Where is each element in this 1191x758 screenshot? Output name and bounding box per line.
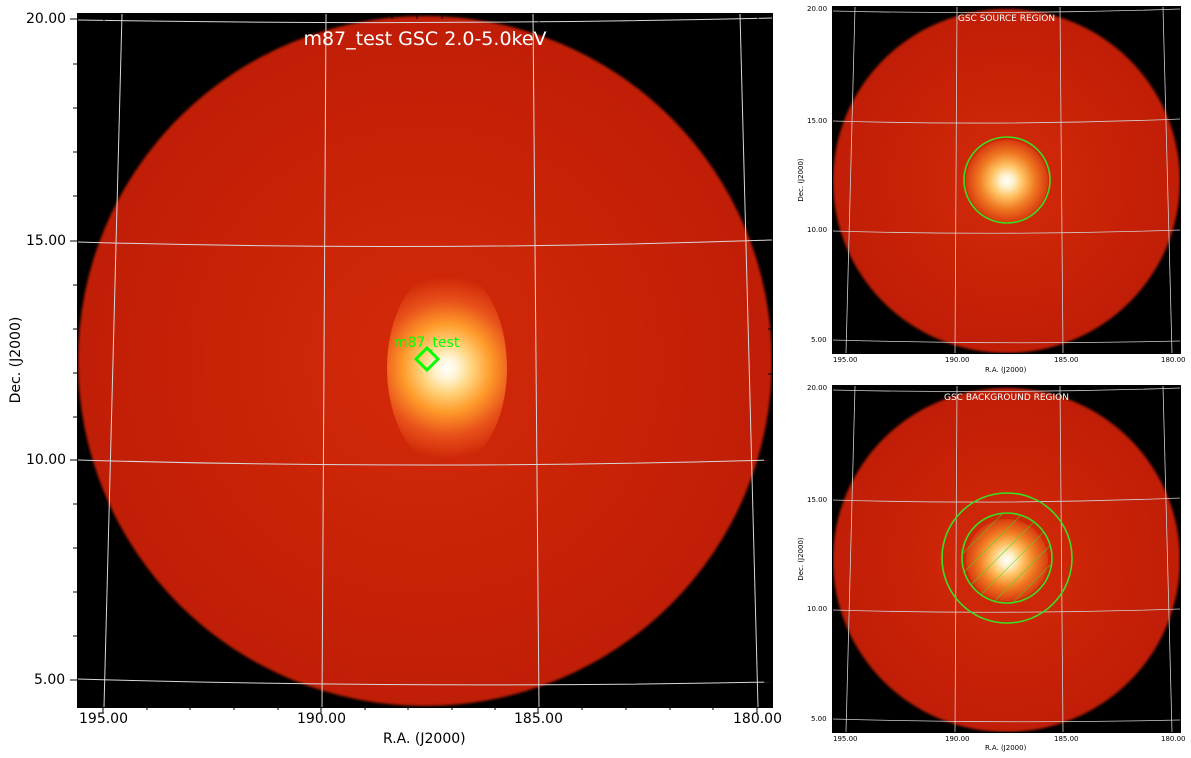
source-y-tick-15: 15.00 bbox=[807, 117, 828, 125]
main-y-axis-label: Dec. (J2000) bbox=[8, 316, 24, 404]
source-x-tick-190: 190.00 bbox=[945, 356, 970, 364]
source-marker-diamond bbox=[413, 345, 441, 373]
grid-line-dec-20 bbox=[78, 17, 772, 24]
source-y-tick-5: 5.00 bbox=[811, 336, 827, 344]
main-image: m87_test m87_test GSC 2.0-5.0keV bbox=[77, 13, 773, 708]
source-x-axis-label: R.A. (J2000) bbox=[985, 366, 1027, 374]
main-x-axis-label: R.A. (J2000) bbox=[383, 731, 466, 747]
grid-line-ra-195 bbox=[103, 14, 123, 707]
background-x-tick-195: 195.00 bbox=[833, 735, 858, 743]
main-title: m87_test GSC 2.0-5.0keV bbox=[303, 28, 547, 50]
background-x-axis-label: R.A. (J2000) bbox=[985, 744, 1027, 752]
source-y-axis-label: Dec. (J2000) bbox=[797, 158, 805, 202]
grid-line-ra-185 bbox=[532, 14, 540, 707]
background-y-tick-20: 20.00 bbox=[807, 384, 828, 392]
main-x-tick-190: 190.00 bbox=[297, 711, 346, 727]
source-label: m87_test bbox=[394, 335, 460, 351]
main-y-tick-20: 20.00 bbox=[26, 11, 67, 27]
background-y-tick-5: 5.00 bbox=[811, 715, 827, 723]
background-region-title: GSC BACKGROUND REGION bbox=[944, 393, 1069, 403]
background-region-image: GSC BACKGROUND REGION bbox=[832, 385, 1181, 733]
grid-line-ra-190 bbox=[321, 14, 327, 707]
background-y-axis-label: Dec. (J2000) bbox=[797, 537, 805, 581]
source-region-title: GSC SOURCE REGION bbox=[957, 14, 1056, 24]
background-x-tick-185: 185.00 bbox=[1054, 735, 1079, 743]
source-x-tick-195: 195.00 bbox=[833, 356, 858, 364]
background-y-tick-10: 10.00 bbox=[807, 605, 828, 613]
main-panel: m87_test m87_test GSC 2.0-5.0keV 20.00 1… bbox=[8, 11, 782, 747]
source-x-tick-185: 185.00 bbox=[1054, 356, 1079, 364]
main-y-tick-5: 5.00 bbox=[34, 672, 66, 688]
background-x-tick-190: 190.00 bbox=[945, 735, 970, 743]
source-y-tick-10: 10.00 bbox=[807, 226, 828, 234]
background-x-tick-180: 180.00 bbox=[1161, 735, 1186, 743]
bright-source bbox=[387, 268, 507, 468]
source-y-tick-20: 20.00 bbox=[807, 5, 828, 13]
source-x-tick-180: 180.00 bbox=[1161, 356, 1186, 364]
grid-line-dec-5 bbox=[78, 678, 772, 686]
main-y-tick-10: 10.00 bbox=[26, 452, 67, 468]
background-outer-annulus-circle bbox=[941, 492, 1073, 624]
source-region-panel: GSC SOURCE REGION 20.00 15.00 10.00 5.00… bbox=[795, 0, 1191, 380]
background-grid bbox=[833, 386, 1180, 732]
source-region-image: GSC SOURCE REGION bbox=[832, 6, 1181, 354]
main-x-tick-180: 180.00 bbox=[733, 711, 782, 727]
main-x-tick-185: 185.00 bbox=[514, 711, 563, 727]
coordinate-grid bbox=[78, 14, 772, 707]
source-bright-blob bbox=[966, 140, 1048, 222]
main-y-tick-15: 15.00 bbox=[26, 233, 67, 249]
source-region-circle bbox=[963, 136, 1051, 224]
background-y-tick-15: 15.00 bbox=[807, 496, 828, 504]
background-inner-hatched-circle bbox=[961, 512, 1053, 604]
grid-line-dec-15 bbox=[78, 239, 772, 248]
grid-line-ra-180 bbox=[739, 14, 759, 707]
grid-line-dec-10 bbox=[78, 459, 772, 466]
main-x-tick-195: 195.00 bbox=[79, 711, 128, 727]
source-grid bbox=[833, 7, 1180, 353]
background-region-panel: GSC BACKGROUND REGION 20.00 15.00 10.00 … bbox=[795, 379, 1191, 758]
